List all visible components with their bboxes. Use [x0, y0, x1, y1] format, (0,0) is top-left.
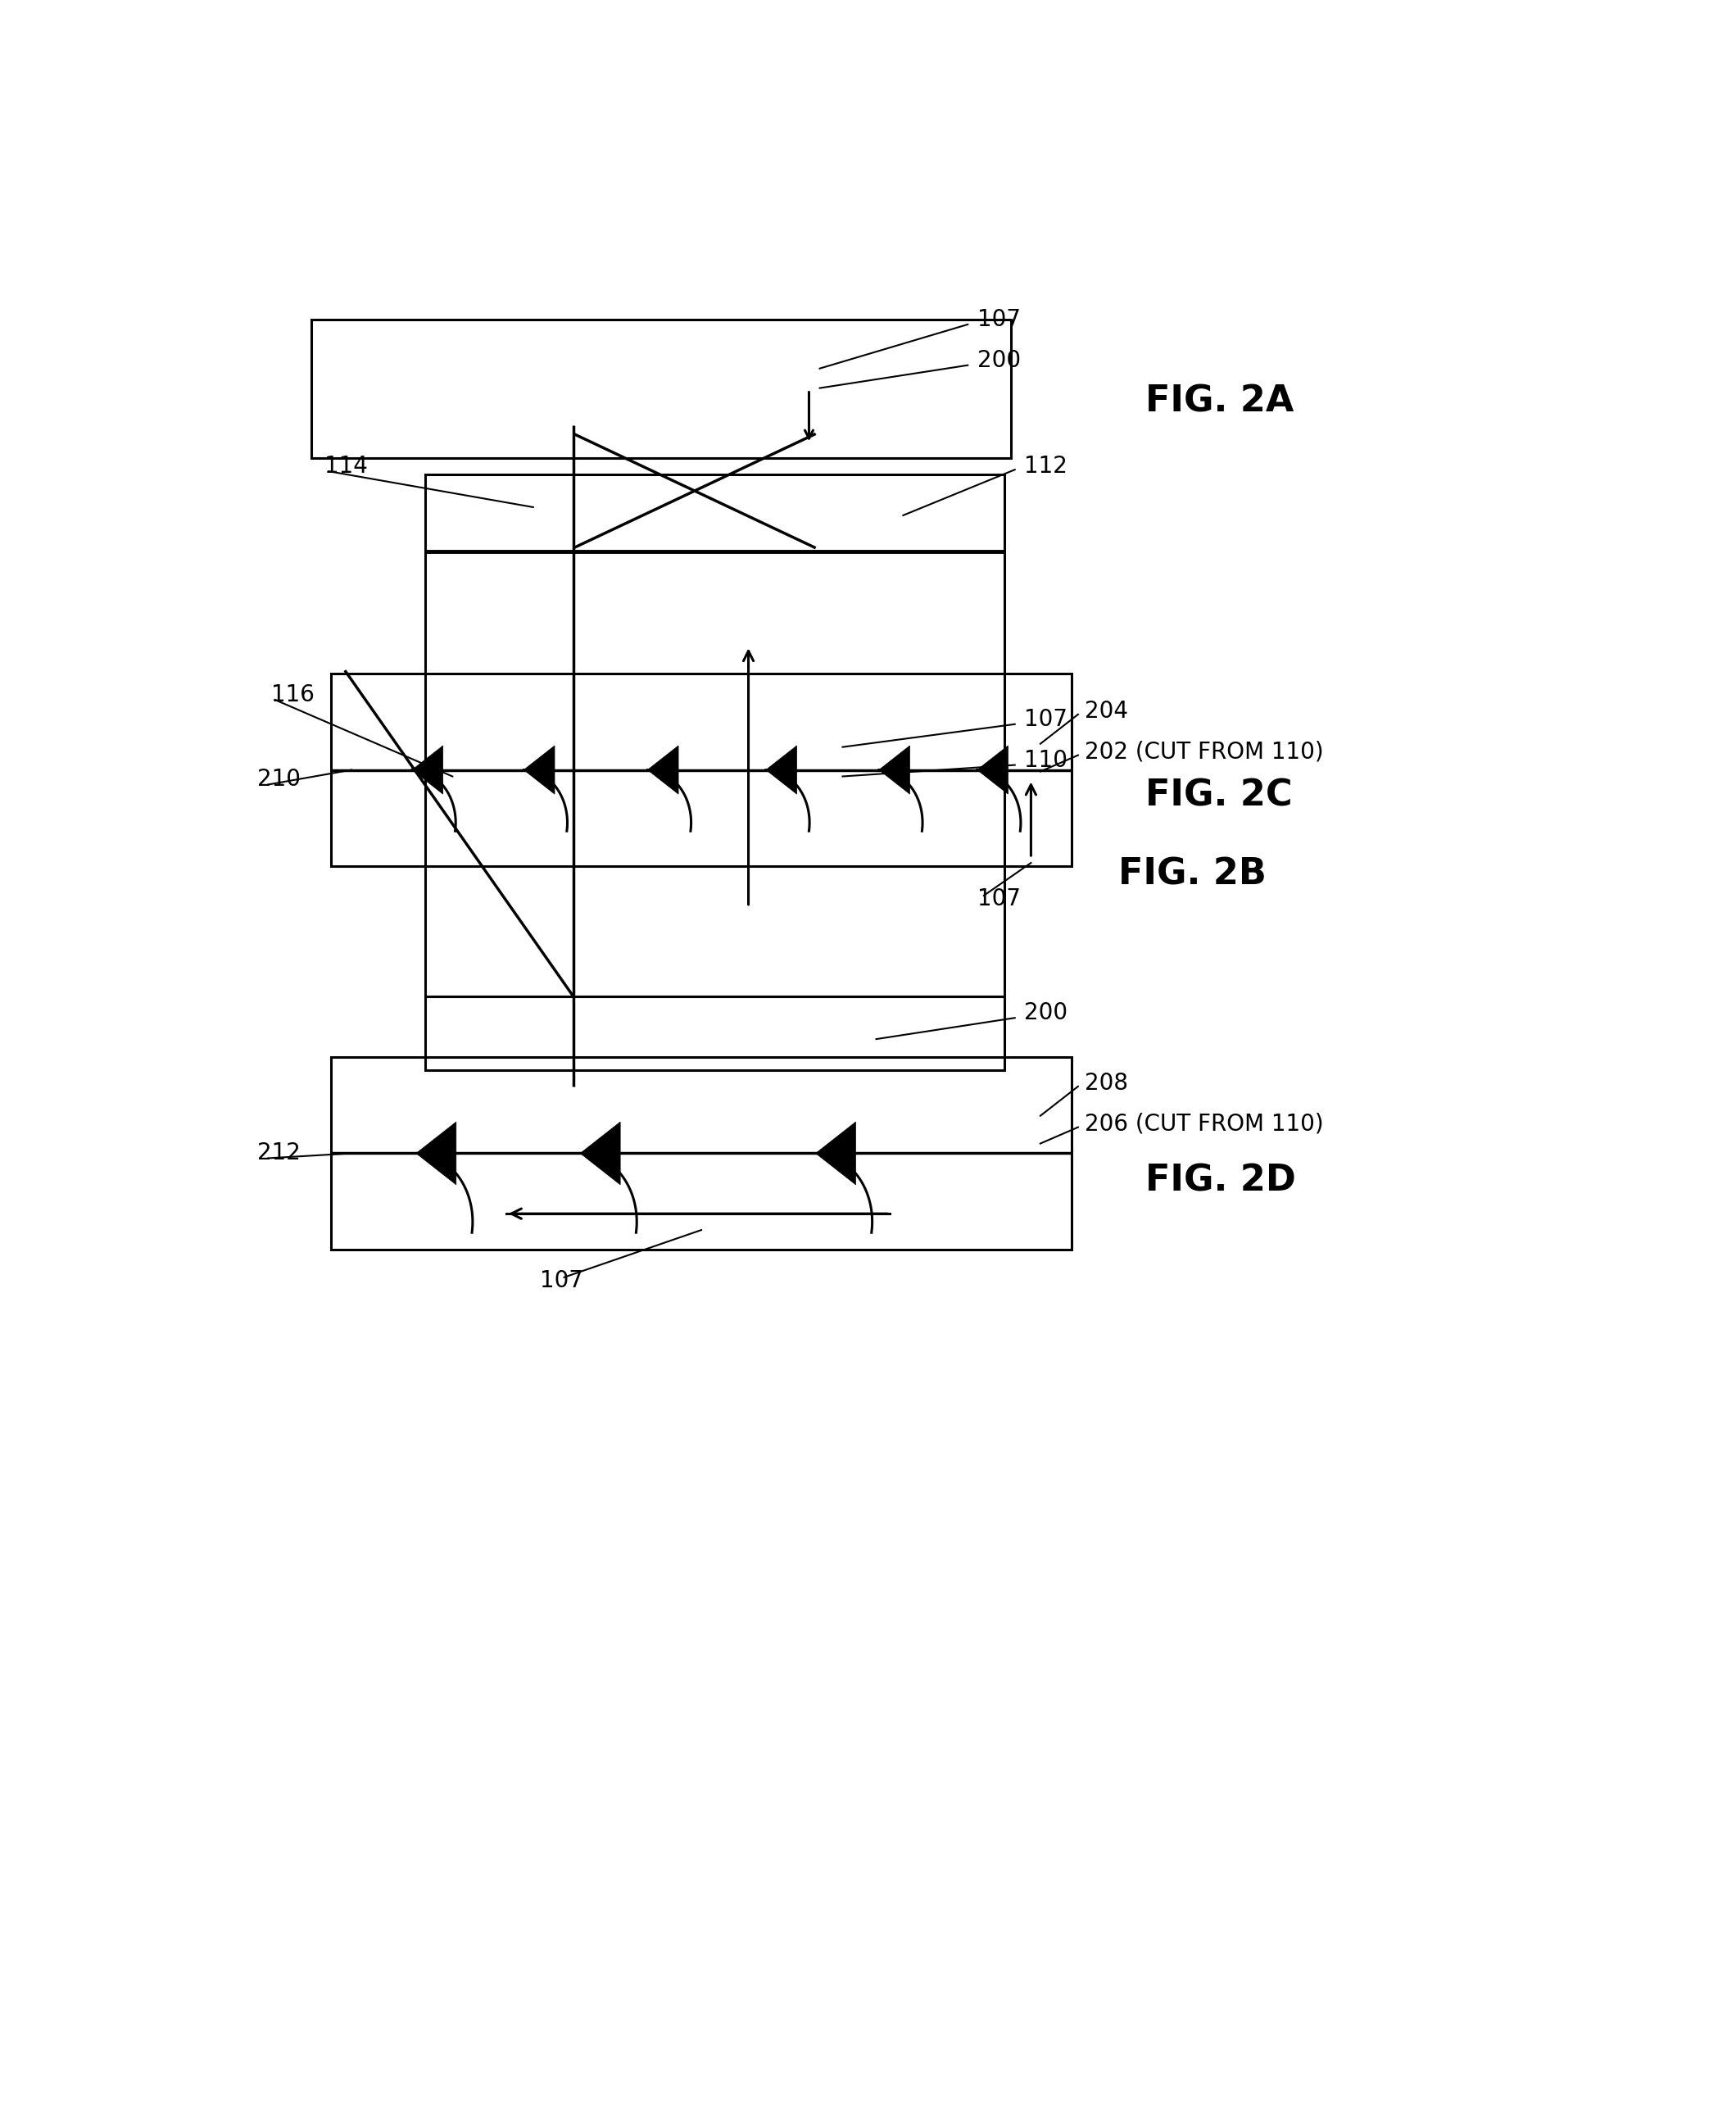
Polygon shape	[766, 746, 797, 795]
Text: 112: 112	[1024, 456, 1068, 479]
Polygon shape	[524, 746, 554, 795]
Polygon shape	[417, 1121, 457, 1185]
Text: FIG. 2A: FIG. 2A	[1146, 384, 1293, 420]
Text: 200: 200	[1024, 1002, 1068, 1023]
Bar	[425, 475, 1003, 996]
Polygon shape	[580, 1121, 620, 1185]
Text: 200: 200	[977, 350, 1021, 371]
Text: 202 (CUT FROM 110): 202 (CUT FROM 110)	[1085, 740, 1323, 763]
Text: 114: 114	[325, 456, 368, 479]
Bar	[311, 320, 1010, 458]
Bar	[425, 996, 1003, 1070]
Bar	[332, 1057, 1071, 1250]
Text: 206 (CUT FROM 110): 206 (CUT FROM 110)	[1085, 1112, 1323, 1136]
Text: 107: 107	[977, 307, 1021, 331]
Text: 110: 110	[1024, 748, 1068, 771]
Polygon shape	[878, 746, 910, 795]
Text: 107: 107	[977, 888, 1021, 911]
Text: 204: 204	[1085, 699, 1128, 723]
Text: FIG. 2C: FIG. 2C	[1146, 778, 1293, 814]
Text: 210: 210	[257, 769, 300, 790]
Text: 116: 116	[271, 682, 314, 706]
Polygon shape	[411, 746, 443, 795]
Text: FIG. 2D: FIG. 2D	[1146, 1163, 1297, 1199]
Bar	[332, 674, 1071, 867]
Text: 107: 107	[540, 1269, 583, 1293]
Polygon shape	[648, 746, 679, 795]
Text: 208: 208	[1085, 1072, 1128, 1096]
Text: 212: 212	[257, 1142, 300, 1165]
Polygon shape	[816, 1121, 856, 1185]
Polygon shape	[977, 746, 1009, 795]
Text: 107: 107	[1024, 708, 1068, 731]
Text: FIG. 2B: FIG. 2B	[1118, 856, 1267, 892]
